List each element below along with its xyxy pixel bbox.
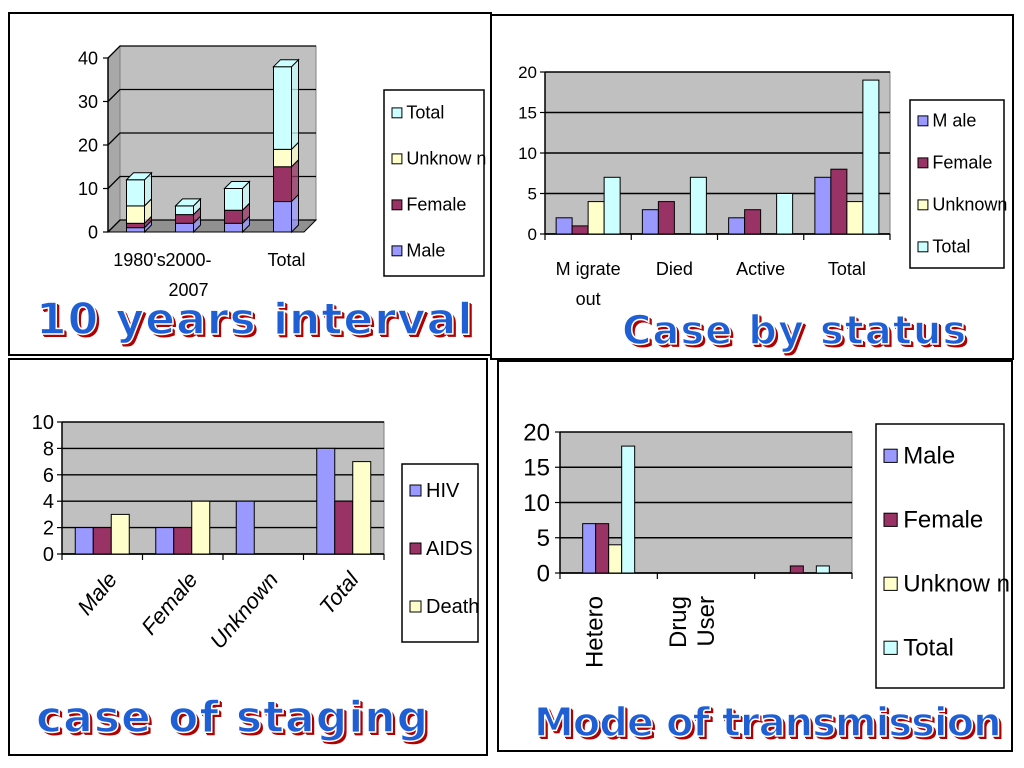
legend-label-death: Death [426,596,479,618]
bar-top-blank [223,181,251,189]
caption-staging: case of staging [35,691,430,744]
legend-label-hiv: HIV [426,480,460,502]
x-tick-label: Active [736,259,785,279]
caption-status: Case by status [621,307,968,355]
legend-label-female: Female [406,195,466,215]
legend-label-unknow-n: Unknow n [903,571,1010,598]
bar-top-2000-2007 [174,198,202,207]
legend-swatch-death [409,600,422,613]
bar-total-death [352,461,372,555]
y-tick-label: 4 [43,491,54,513]
gridline [107,45,316,59]
y-tick-label: 15 [518,103,537,122]
legend-swatch-female [917,157,929,169]
legend-box [909,99,1005,269]
gridline [107,132,316,146]
caption-interval: 10 years interval [35,293,474,346]
y-tick-label: 20 [518,63,537,82]
y-tick-label: 10 [78,179,98,199]
legend-swatch-male [883,448,898,463]
bar-unknown-hiv [235,500,255,555]
bar-active-total [776,193,794,235]
x-tick-label: Total [267,250,305,270]
y-tick-label: 20 [523,419,550,446]
legend-label-male: Male [406,241,445,261]
x-tick-label: Hetero [582,596,609,668]
bar-hetero-female [595,523,610,574]
y-tick-label: 5 [528,184,537,203]
bar-hetero-total [621,445,636,574]
y-tick-label: 0 [88,222,98,242]
legend-label-m-ale: M ale [932,111,976,131]
legend-swatch-total [917,241,929,253]
bar-active-female [744,209,762,235]
legend-swatch-female [391,199,403,211]
y-tick-label: 20 [78,135,98,155]
bar-female-death [191,500,211,555]
bar-top-1980-s [125,172,153,181]
legend-label-total: Total [903,635,954,662]
x-tick-label: User [693,596,720,647]
y-tick-label: 10 [523,490,550,517]
y-tick-label: 0 [43,544,54,566]
gridline [107,88,316,102]
bar-total-total [862,79,880,235]
bar-died-total [689,176,707,235]
y-tick-label: 15 [523,455,550,482]
legend-swatch-m-ale [917,115,929,127]
legend-swatch-male [391,245,403,257]
legend-swatch-female [883,512,898,527]
y-tick-label: 0 [528,225,537,244]
legend-label-total: Total [406,103,444,123]
legend-label-unknown: Unknown [932,195,1007,215]
y-tick-label: 5 [537,525,550,552]
y-tick-label: 30 [78,92,98,112]
legend-swatch-hiv [409,484,422,497]
x-tick-label: Drug [665,596,692,648]
bar-hetero-male [582,523,597,574]
legend-label-total: Total [932,237,970,257]
y-tick-label: 8 [43,438,54,460]
gridline [107,175,316,189]
bar-died-female [657,201,675,235]
legend-swatch-total [391,107,403,119]
y-tick-label: 10 [518,144,537,163]
legend-swatch-total [883,640,898,655]
legend-box [383,89,485,277]
y-tick-label: 0 [537,560,550,587]
legend-label-aids: AIDS [426,538,473,560]
legend-label-unknow-n: Unknow n [406,149,486,169]
gridline [107,219,316,233]
bar-blank-total [815,565,830,574]
x-tick-label: Total [828,259,866,279]
legend-label-male: Male [903,443,955,470]
bar-male-death [110,513,130,555]
y-tick-label: 6 [43,465,54,487]
legend-label-female: Female [932,153,992,173]
bar-migrate-out-total [603,176,621,235]
x-tick-label: 2000- [165,250,211,270]
bar-hetero-unknow-n [608,544,623,574]
x-tick-label: 2007 [168,280,208,300]
legend-swatch-aids [409,542,422,555]
legend-swatch-unknown [917,199,929,211]
y-tick-label: 2 [43,518,54,540]
legend-label-female: Female [903,507,983,534]
x-tick-label: Died [656,259,693,279]
y-tick-label: 40 [78,48,98,68]
y-tick-label: 10 [32,412,54,434]
x-tick-label: M igrate [556,259,621,279]
legend-swatch-unknow-n [391,153,403,165]
x-tick-label: out [576,289,601,309]
caption-transmission: Mode of transmission [533,699,1002,747]
bar-blank-female [789,565,804,574]
legend-swatch-unknow-n [883,576,898,591]
bar-top-total [272,59,300,68]
x-tick-label: 1980's [113,250,165,270]
